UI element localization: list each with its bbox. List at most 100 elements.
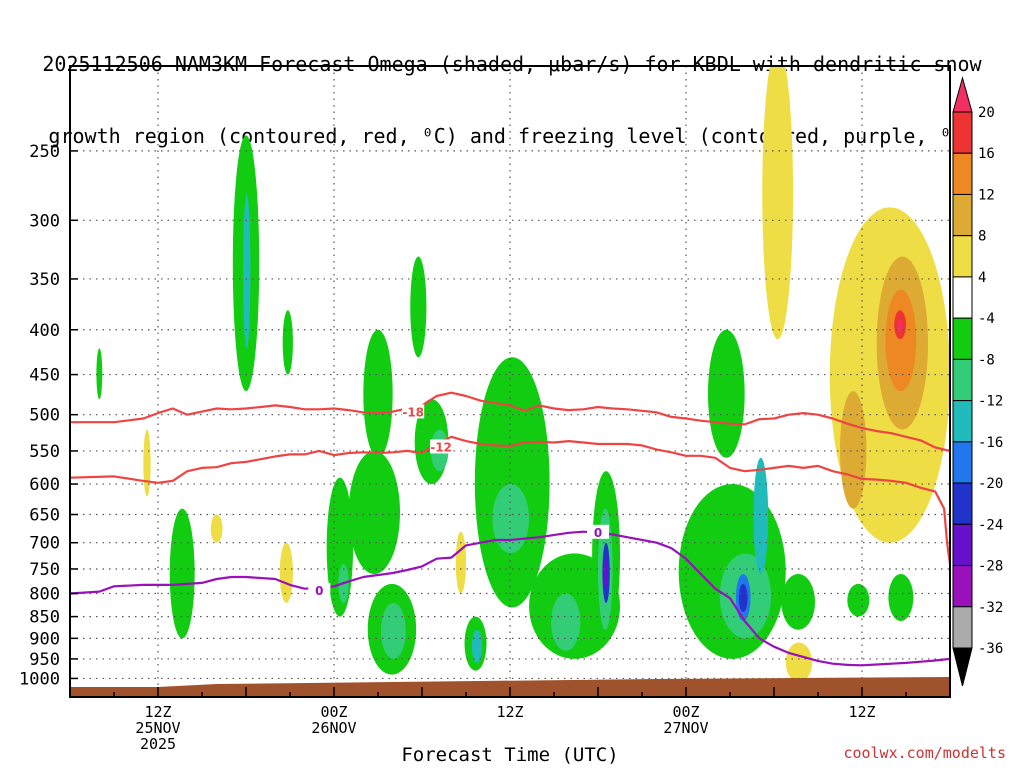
omega-region-42 <box>885 289 917 392</box>
colorbar-label-0: 20 <box>978 105 995 121</box>
x-tick-label-42-0: 00Z <box>672 703 699 721</box>
colorbar-label-13: -36 <box>978 641 1003 657</box>
colorbar-label-5: -4 <box>978 311 995 327</box>
y-tick-label-300: 300 <box>29 211 60 231</box>
colorbar-bin-9 <box>952 482 973 525</box>
contour--18 <box>70 391 950 452</box>
title-line-1: 2025112506 NAM3KM Forecast Omega (shaded… <box>42 52 982 76</box>
omega-region-23 <box>551 593 581 651</box>
omega-region-6 <box>210 514 223 543</box>
y-tick-label-350: 350 <box>29 270 60 290</box>
colorbar-bin-6 <box>952 358 973 402</box>
colorbar-bin-0 <box>952 111 973 154</box>
omega-region-0 <box>143 429 151 497</box>
omega-region-36 <box>847 583 870 617</box>
x-tick-label-30-0: 12Z <box>496 703 523 721</box>
colorbar-label-2: 12 <box>978 187 995 203</box>
omega-region-35 <box>785 642 813 683</box>
omega-region-7 <box>279 542 293 603</box>
x-axis-title: Forecast Time (UTC) <box>401 744 619 766</box>
grid-layer <box>70 66 950 697</box>
chart-title: 2025112506 NAM3KM Forecast Omega (shaded… <box>0 4 1024 172</box>
colorbar-bin-10 <box>952 523 973 567</box>
y-tick-label-800: 800 <box>29 585 60 605</box>
contour-label-1: -12 <box>430 440 452 454</box>
y-tick-label-500: 500 <box>29 406 60 426</box>
omega-region-10 <box>363 329 393 458</box>
y-tick-label-850: 850 <box>29 608 60 628</box>
omega-region-27 <box>603 558 609 589</box>
y-tick-label-650: 650 <box>29 506 60 526</box>
colorbar-bin-12 <box>952 606 973 649</box>
omega-region-19 <box>471 629 483 663</box>
omega-shading-layer <box>96 66 950 683</box>
colorbar-label-10: -24 <box>978 517 1003 533</box>
colorbar-label-4: 4 <box>978 270 986 286</box>
y-tick-label-1000: 1000 <box>19 669 60 689</box>
contour-label-3: 0 <box>594 526 602 540</box>
omega-region-17 <box>455 531 466 594</box>
colorbar-bin-5 <box>952 317 973 360</box>
colorbar-label-3: 8 <box>978 229 986 245</box>
colorbar-label-11: -28 <box>978 559 1003 575</box>
omega-region-4 <box>282 310 293 375</box>
omega-region-5 <box>169 508 195 639</box>
colorbar-label-12: -32 <box>978 600 1003 616</box>
contour-label-2: 0 <box>315 584 323 598</box>
colorbar-bin-3 <box>952 235 973 278</box>
y-tick-label-950: 950 <box>29 650 60 670</box>
y-tick-label-900: 900 <box>29 629 60 649</box>
omega-region-32 <box>738 583 748 613</box>
x-tick-label-54-0: 12Z <box>848 703 875 721</box>
x-tick-label-6-2: 2025 <box>140 735 176 753</box>
y-tick-label-600: 600 <box>29 475 60 495</box>
x-tick-label-18-1: 26NOV <box>311 719 356 737</box>
colorbar-bin-7 <box>952 400 973 443</box>
y-tick-label-450: 450 <box>29 366 60 386</box>
contour-0 <box>70 530 950 667</box>
colorbar-bin-2 <box>952 193 973 237</box>
y-tick-label-400: 400 <box>29 321 60 341</box>
x-tick-label-6-0: 12Z <box>144 703 171 721</box>
colorbar-bin-1 <box>952 152 973 195</box>
colorbar-bin-8 <box>952 441 973 484</box>
omega-region-21 <box>492 484 530 554</box>
omega-region-11 <box>348 450 401 575</box>
contour-label-0: -18 <box>402 405 424 419</box>
omega-region-37 <box>888 574 914 622</box>
colorbar-label-7: -12 <box>978 394 1003 410</box>
credit-text: coolwx.com/modelts <box>843 744 1006 762</box>
colorbar-label-8: -16 <box>978 435 1003 451</box>
colorbar-top-arrow <box>952 76 973 113</box>
y-tick-label-250: 250 <box>29 142 60 162</box>
omega-region-33 <box>753 457 769 575</box>
y-tick-label-550: 550 <box>29 442 60 462</box>
x-tick-label-6-1: 25NOV <box>135 719 180 737</box>
colorbar-label-1: 16 <box>978 146 995 162</box>
omega-region-13 <box>380 602 406 659</box>
omega-region-28 <box>708 329 745 458</box>
colorbar: 20 16 12 8 4 -4 -8 -12 -16 -20 -24 -28 -32 -36 <box>952 76 1003 687</box>
omega-region-1 <box>96 348 103 400</box>
y-tick-label-750: 750 <box>29 560 60 580</box>
omega-region-44 <box>897 320 904 332</box>
omega-region-38 <box>762 66 794 340</box>
contour--12 <box>70 435 950 565</box>
colorbar-label-9: -20 <box>978 476 1003 492</box>
title-line-2: growth region (contoured, red, ⁰C) and f… <box>48 124 976 148</box>
omega-region-14 <box>410 256 427 358</box>
omega-region-20 <box>474 357 550 608</box>
contour-layer: -18 -12 0 0 <box>70 391 950 667</box>
colorbar-label-6: -8 <box>978 352 995 368</box>
y-axis: 2503003504004505005506006507007508008509… <box>19 142 78 689</box>
omega-region-3 <box>243 194 251 349</box>
colorbar-bottom-arrow <box>952 647 973 687</box>
colorbar-bin-11 <box>952 565 973 608</box>
omega-region-34 <box>781 574 816 630</box>
y-tick-label-700: 700 <box>29 534 60 554</box>
x-tick-label-18-0: 00Z <box>320 703 347 721</box>
colorbar-bin-4 <box>952 276 973 319</box>
x-tick-label-42-1: 27NOV <box>663 719 708 737</box>
